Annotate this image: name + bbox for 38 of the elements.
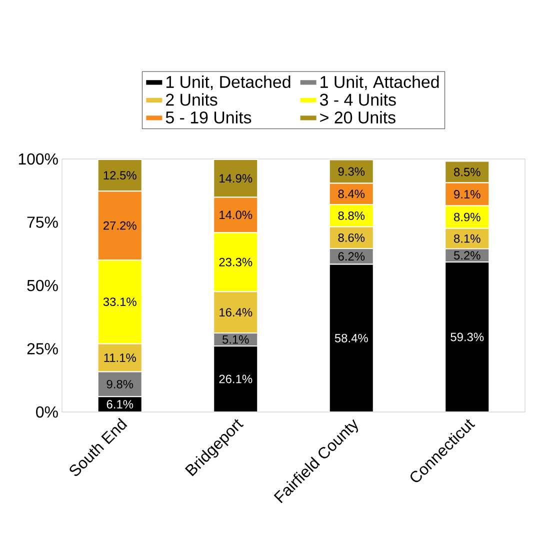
legend-label: 1 Unit, Attached — [320, 76, 439, 90]
data-label: 8.6% — [338, 233, 365, 242]
data-label: 23.3% — [219, 258, 252, 266]
data-label: 6.2% — [338, 252, 365, 261]
y-tick-label: 0% — [36, 406, 58, 418]
data-label: 9.1% — [454, 190, 480, 199]
data-label: 33.1% — [103, 298, 136, 306]
data-label: 9.3% — [338, 167, 365, 176]
data-label: 8.1% — [454, 234, 480, 243]
data-label: 11.1% — [104, 354, 136, 362]
legend-label: 1 Unit, Detached — [166, 76, 290, 90]
y-tick-label: 75% — [27, 216, 58, 228]
bar — [213, 345, 258, 412]
data-label: 5.1% — [222, 335, 249, 344]
legend-label: > 20 Units — [320, 111, 396, 124]
data-label: 6.1% — [106, 400, 134, 409]
data-label: 27.2% — [104, 221, 136, 230]
bar — [328, 264, 374, 412]
data-label: 12.5% — [104, 171, 136, 180]
data-label: 8.4% — [338, 190, 365, 198]
data-label: 58.4% — [334, 334, 368, 342]
legend-label: 2 Units — [166, 93, 218, 106]
data-label: 14.0% — [220, 210, 252, 220]
data-label: 14.9% — [220, 174, 252, 183]
data-label: 26.1% — [219, 374, 252, 384]
data-label: 8.9% — [454, 212, 480, 222]
bar — [444, 261, 490, 412]
y-tick-label: 50% — [27, 280, 58, 292]
data-label: 5.2% — [454, 251, 480, 260]
y-tick-label: 100% — [18, 153, 58, 165]
y-tick-label: 25% — [27, 343, 58, 354]
data-label: 8.8% — [338, 211, 365, 220]
data-label: 59.3% — [450, 332, 484, 342]
data-label: 9.8% — [106, 380, 134, 388]
legend-label: 3 - 4 Units — [320, 93, 396, 106]
data-label: 16.4% — [220, 308, 252, 317]
data-label: 8.5% — [454, 168, 480, 176]
legend-label: 5 - 19 Units — [166, 111, 252, 124]
